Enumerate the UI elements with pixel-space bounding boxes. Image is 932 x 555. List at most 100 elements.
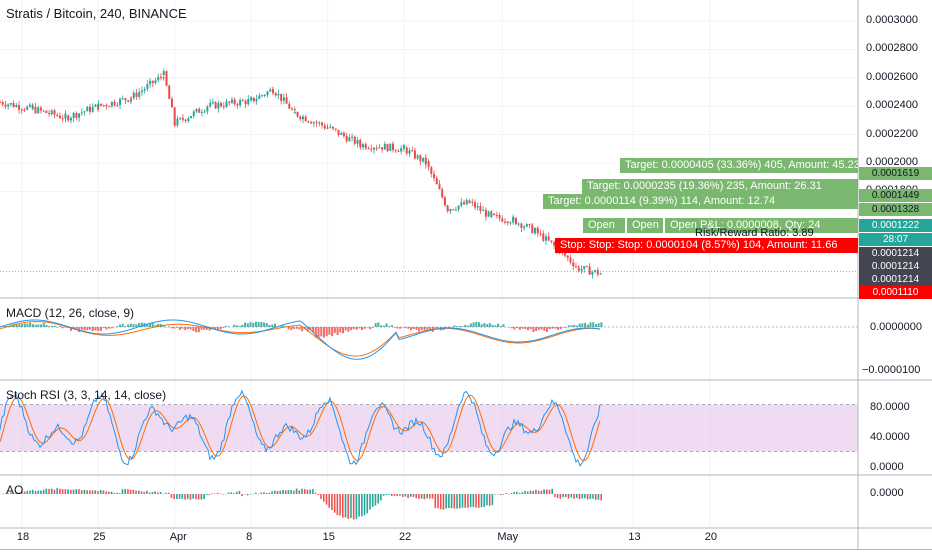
macd-histogram-bar bbox=[391, 325, 393, 327]
ao-bar bbox=[239, 491, 241, 494]
candle-body bbox=[283, 97, 285, 100]
ao-bar bbox=[116, 493, 118, 494]
ao-bar bbox=[179, 494, 181, 499]
macd-histogram-bar bbox=[519, 327, 521, 330]
candle-body bbox=[324, 125, 326, 128]
candle-body bbox=[15, 105, 17, 107]
candle-body bbox=[4, 105, 6, 107]
date-tick-label: 8 bbox=[246, 531, 252, 543]
candle-body bbox=[572, 262, 574, 266]
candle-body bbox=[430, 167, 432, 174]
candle-body bbox=[78, 113, 80, 117]
macd-histogram-bar bbox=[241, 325, 243, 327]
candle-body bbox=[157, 77, 159, 80]
ao-tick-0: 0.0000 bbox=[870, 487, 904, 499]
stoch-rsi-label[interactable]: Stoch RSI (3, 3, 14, 14, close) bbox=[6, 388, 166, 402]
candle-body bbox=[359, 145, 361, 148]
macd-histogram-bar bbox=[250, 322, 252, 327]
ao-bar bbox=[92, 490, 94, 494]
ao-bar bbox=[168, 493, 170, 494]
target-tag-3[interactable]: Target: 0.0000114 (9.39%) 114, Amount: 1… bbox=[543, 194, 858, 209]
macd-histogram-bar bbox=[489, 323, 491, 327]
candle-body bbox=[40, 108, 42, 111]
macd-histogram-bar bbox=[37, 324, 39, 327]
candle-body bbox=[469, 202, 471, 203]
candle-body bbox=[193, 112, 195, 117]
candle-body bbox=[392, 144, 394, 150]
macd-histogram-bar bbox=[421, 327, 423, 330]
macd-label[interactable]: MACD (12, 26, close, 9) bbox=[6, 306, 134, 320]
candle-body bbox=[247, 99, 249, 104]
ao-bar bbox=[356, 494, 358, 519]
ao-bar bbox=[494, 494, 496, 495]
candle-body bbox=[171, 99, 173, 108]
ao-bar bbox=[426, 494, 428, 498]
candle-body bbox=[455, 210, 457, 211]
candle-body bbox=[56, 115, 58, 116]
candle-body bbox=[94, 105, 96, 107]
ao-bar bbox=[198, 494, 200, 500]
candle-body bbox=[384, 144, 386, 149]
ao-bar bbox=[470, 494, 472, 507]
ao-bar bbox=[296, 489, 298, 494]
candle-body bbox=[537, 228, 539, 233]
stoch-rsi-band bbox=[0, 405, 858, 452]
candle-body bbox=[223, 106, 225, 107]
macd-histogram-bar bbox=[532, 327, 534, 332]
candle-body bbox=[130, 98, 132, 99]
ao-bar bbox=[557, 494, 559, 498]
macd-histogram-bar bbox=[320, 327, 322, 336]
candle-body bbox=[485, 210, 487, 217]
candle-body bbox=[520, 224, 522, 228]
open-tag-1[interactable]: Open bbox=[583, 218, 625, 233]
stop-tag[interactable]: Stop: Stop: Stop: 0.0000104 (8.57%) 104,… bbox=[555, 238, 858, 253]
ao-bar bbox=[35, 491, 37, 494]
candle-body bbox=[414, 151, 416, 159]
target-tag-2[interactable]: Target: 0.0000235 (19.36%) 235, Amount: … bbox=[582, 179, 858, 194]
macd-histogram-bar bbox=[190, 327, 192, 329]
ao-bar bbox=[522, 492, 524, 494]
macd-histogram-bar bbox=[353, 327, 355, 329]
ao-bar bbox=[263, 492, 265, 494]
candle-body bbox=[389, 144, 391, 151]
candle-body bbox=[179, 118, 181, 119]
macd-histogram-bar bbox=[429, 327, 431, 329]
open-tag-2[interactable]: Open bbox=[627, 218, 663, 233]
date-tick-label: 18 bbox=[17, 531, 29, 543]
macd-histogram-bar bbox=[198, 327, 200, 332]
ao-bar bbox=[195, 494, 197, 499]
ao-bar bbox=[391, 494, 393, 496]
ao-bar bbox=[86, 490, 88, 494]
macd-histogram-bar bbox=[560, 327, 562, 329]
ao-bar bbox=[445, 494, 447, 508]
macd-histogram-bar bbox=[130, 324, 132, 327]
candle-body bbox=[291, 109, 293, 110]
stoch-tick-40: 40.0000 bbox=[870, 431, 910, 443]
macd-histogram-bar bbox=[364, 327, 366, 329]
candle-body bbox=[103, 105, 105, 106]
ao-bar bbox=[380, 494, 382, 500]
price-badge: 0.0001449 bbox=[859, 189, 932, 202]
candle-body bbox=[174, 123, 176, 125]
macd-histogram-bar bbox=[579, 324, 581, 327]
ao-bar bbox=[388, 494, 390, 495]
candle-body bbox=[2, 102, 4, 105]
ao-bar bbox=[475, 494, 477, 508]
ao-bar bbox=[579, 494, 581, 499]
candle-body bbox=[10, 103, 12, 104]
candle-body bbox=[438, 184, 440, 189]
ao-bar bbox=[448, 494, 450, 508]
candle-body bbox=[433, 174, 435, 178]
macd-histogram-bar bbox=[478, 322, 480, 327]
ao-bar bbox=[241, 494, 243, 496]
macd-histogram-bar bbox=[475, 322, 477, 327]
macd-histogram-bar bbox=[407, 327, 409, 329]
candle-body bbox=[253, 98, 255, 102]
candle-body bbox=[460, 202, 462, 205]
macd-histogram-bar bbox=[244, 323, 246, 327]
ao-bar bbox=[211, 493, 213, 494]
ao-label[interactable]: AO bbox=[6, 483, 23, 497]
target-tag-1[interactable]: Target: 0.0000405 (33.36%) 405, Amount: … bbox=[620, 158, 858, 173]
